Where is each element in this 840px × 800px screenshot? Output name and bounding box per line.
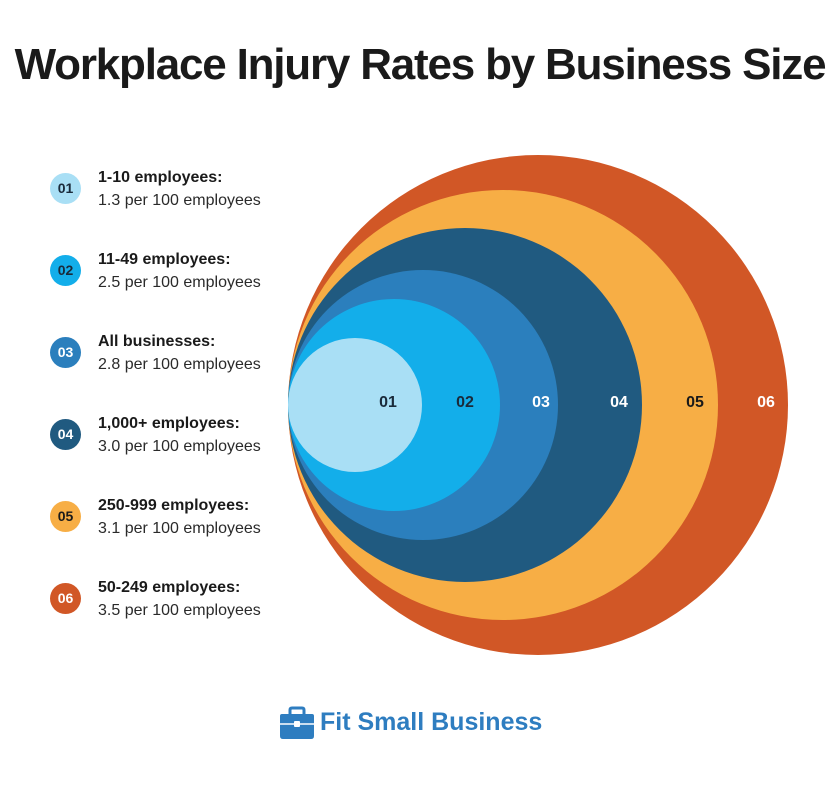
legend-item: 02 11-49 employees: 2.5 per 100 employees <box>50 247 300 329</box>
legend-label: 1,000+ employees: <box>98 415 240 432</box>
legend-item: 04 1,000+ employees: 3.0 per 100 employees <box>50 411 300 493</box>
legend-label: 250-999 employees: <box>98 497 250 514</box>
circle-label-02: 02 <box>456 394 474 411</box>
brand-name: Fit Small Business <box>320 708 543 736</box>
legend-label: 1-10 employees: <box>98 169 223 186</box>
circle-label-01: 01 <box>379 394 397 411</box>
circle-01 <box>288 338 422 472</box>
legend-badge: 01 <box>50 173 81 204</box>
legend-rate: 3.5 per 100 employees <box>98 602 261 619</box>
legend: 01 1-10 employees: 1.3 per 100 employees 02… <box>50 165 300 657</box>
legend-badge: 02 <box>50 255 81 286</box>
legend-label: All businesses: <box>98 333 216 350</box>
legend-badge: 05 <box>50 501 81 532</box>
brand-logo: Fit Small Business <box>278 706 542 742</box>
legend-badge: 03 <box>50 337 81 368</box>
legend-item: 06 50-249 employees: 3.5 per 100 employees <box>50 575 300 657</box>
legend-label: 50-249 employees: <box>98 579 241 596</box>
legend-label: 11-49 employees: <box>98 251 231 268</box>
chart-title: Workplace Injury Rates by Business Size <box>14 40 827 89</box>
briefcase-icon <box>280 706 314 739</box>
legend-rate: 2.5 per 100 employees <box>98 274 261 291</box>
circle-label-03: 03 <box>532 394 550 411</box>
legend-rate: 3.0 per 100 employees <box>98 438 261 455</box>
legend-rate: 3.1 per 100 employees <box>98 520 261 537</box>
circle-label-06: 06 <box>757 394 775 411</box>
circle-label-04: 04 <box>610 394 628 411</box>
circle-label-05: 05 <box>686 394 704 411</box>
legend-badge: 04 <box>50 419 81 450</box>
legend-item: 05 250-999 employees: 3.1 per 100 employee… <box>50 493 300 575</box>
legend-rate: 1.3 per 100 employees <box>98 192 261 209</box>
legend-item: 01 1-10 employees: 1.3 per 100 employees <box>50 165 300 247</box>
legend-item: 03 All businesses: 2.8 per 100 employees <box>50 329 300 411</box>
legend-rate: 2.8 per 100 employees <box>98 356 261 373</box>
legend-badge: 06 <box>50 583 81 614</box>
